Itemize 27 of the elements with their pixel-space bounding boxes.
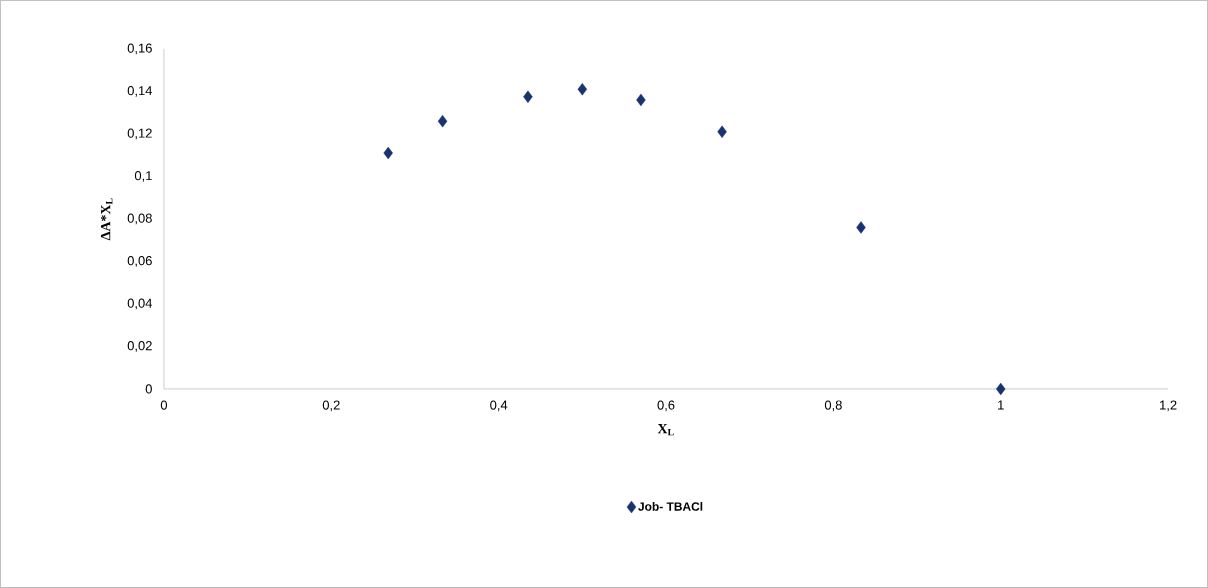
y-tick-label: 0,12 [127, 128, 152, 140]
x-tick-label: 0,2 [322, 400, 340, 412]
y-tick-label: 0,02 [127, 341, 152, 352]
y-tick-label: 0,1 [134, 171, 152, 182]
point [383, 146, 393, 160]
point [856, 221, 866, 234]
x-tick-label: 0 [160, 400, 168, 410]
x-tick-label: 1,2 [1160, 400, 1177, 412]
y-tick-label: 0,08 [127, 213, 152, 225]
x-tick-label: 1 [998, 400, 1004, 410]
point [437, 115, 448, 128]
x-axis-title: X$_{L}$ [657, 424, 674, 436]
y-axis-title: ΔA*X$_{L}$ [100, 198, 113, 241]
x-tick-label: 0,4 [490, 400, 508, 412]
y-tick-label: 0 [145, 384, 152, 394]
y-tick-label: 0,14 [127, 86, 153, 97]
point [996, 382, 1006, 396]
y-tick-label: 0,06 [127, 256, 152, 267]
legend-label: Job- TBACl [638, 502, 703, 511]
point [717, 125, 727, 139]
point [636, 93, 646, 107]
y-tick-label: 0,04 [127, 298, 153, 310]
x-tick-label: 0,8 [824, 400, 842, 412]
point [523, 90, 533, 103]
point [577, 83, 588, 96]
x-tick-label: 0,6 [657, 400, 675, 412]
y-tick-label: 0,16 [127, 43, 152, 55]
